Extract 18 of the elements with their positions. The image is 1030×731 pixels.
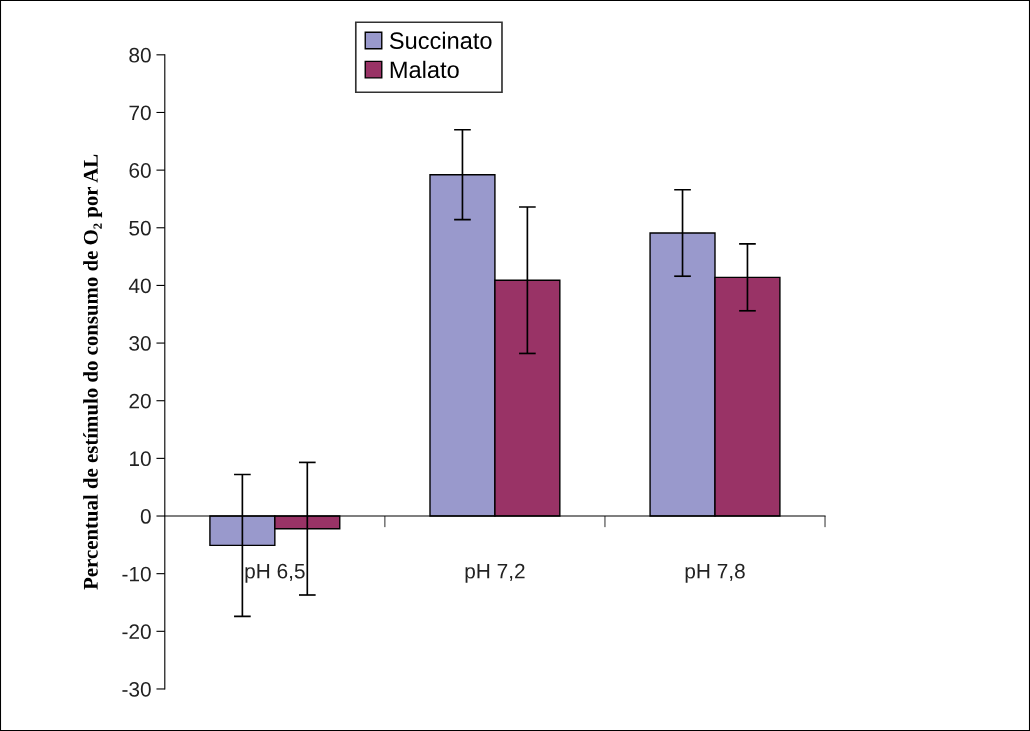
y-tick-label: 20 xyxy=(129,393,151,409)
x-tick-label: pH 6,5 xyxy=(245,563,305,583)
y-tick-label: -30 xyxy=(122,681,151,697)
x-tick-label: pH 7,8 xyxy=(685,563,745,583)
y-tick-label: -10 xyxy=(122,566,151,582)
y-axis-title: Percentual de estímulo do consumo de O₂ por AL xyxy=(83,154,103,590)
y-tick-label: 60 xyxy=(129,163,151,178)
x-tick-label: pH 7,2 xyxy=(465,563,525,583)
legend-label: Malato xyxy=(390,60,459,79)
y-tick-label: 70 xyxy=(129,105,151,121)
y-tick-label: 30 xyxy=(129,336,151,351)
y-tick-label: 10 xyxy=(130,451,151,467)
y-tick-label: 80 xyxy=(129,47,151,63)
y-tick-label: 50 xyxy=(129,220,151,236)
y-tick-label: -20 xyxy=(122,624,151,640)
legend-label: Succinato xyxy=(389,31,492,50)
y-tick-label: 40 xyxy=(128,278,151,294)
y-tick-label: 0 xyxy=(140,509,151,524)
